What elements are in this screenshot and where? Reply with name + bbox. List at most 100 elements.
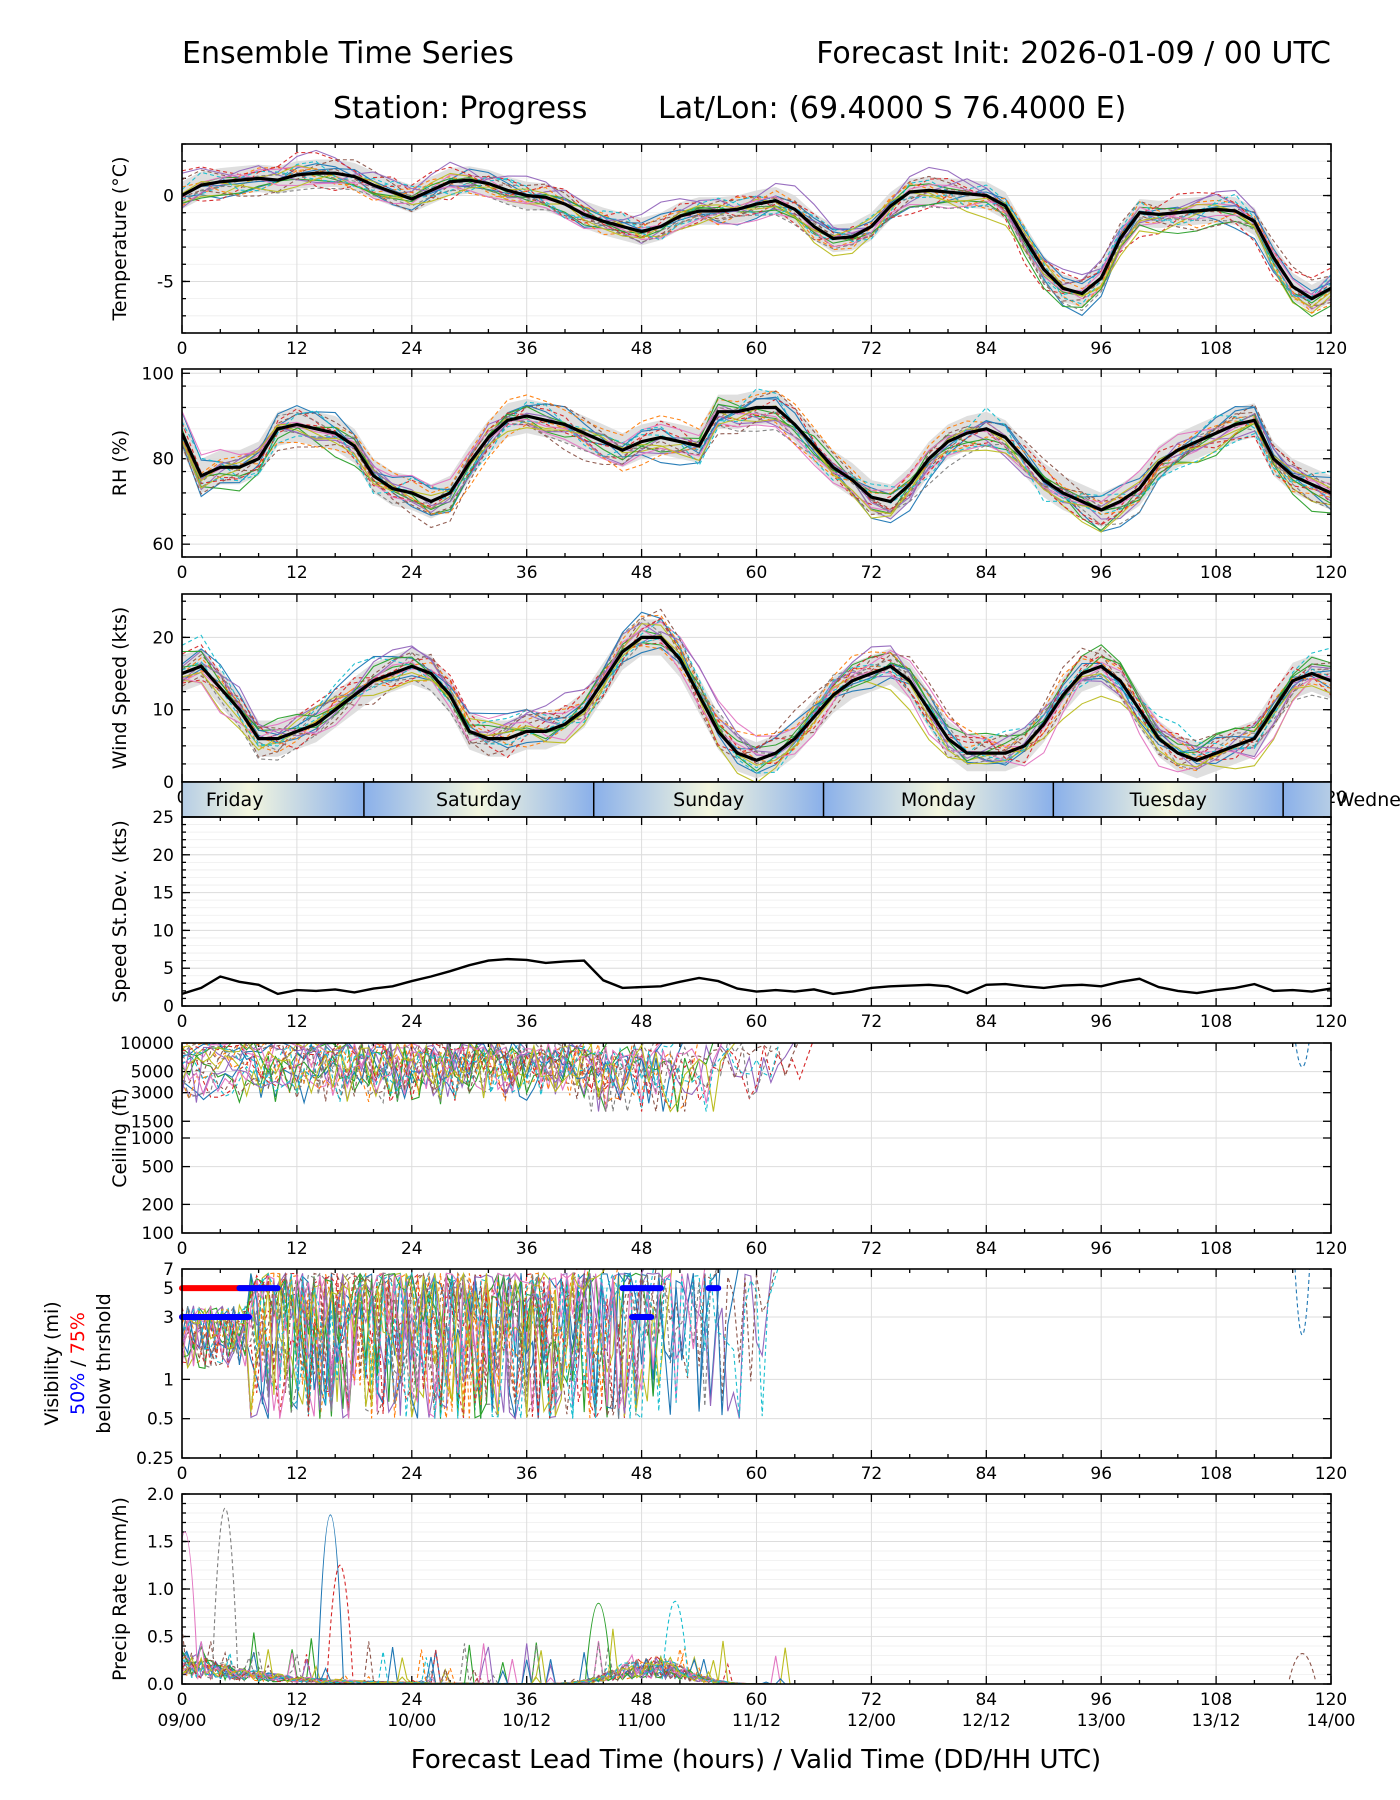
rh-ytick-label: 60: [152, 535, 174, 555]
rh-xtick-label: 108: [1200, 563, 1232, 583]
visibility-member-line: [182, 1269, 706, 1419]
temperature-ensemble-mean-line: [182, 171, 1331, 301]
precip-xtick-label: 48: [631, 1690, 653, 1710]
rh-xtick-label: 60: [746, 563, 768, 583]
temperature-ytick-label: 0: [163, 187, 174, 207]
temperature-member-line: [182, 160, 1331, 305]
day-band: [1053, 782, 1284, 817]
visibility-y-axis-label: Visibility (mi): [41, 1301, 63, 1425]
temperature-xtick-label: 72: [861, 339, 883, 359]
forecast-init-label: Forecast Init: 2026-01-09 / 00 UTC: [816, 36, 1331, 71]
day-label: Friday: [206, 789, 264, 811]
speed-stdev-xtick-label: 12: [286, 1012, 308, 1032]
ceiling-xtick-label: 84: [975, 1239, 997, 1259]
valid-time-tick-label: 09/00: [158, 1711, 207, 1731]
speed-stdev-xtick-label: 84: [975, 1012, 997, 1032]
temperature-xtick-label: 24: [401, 339, 423, 359]
day-band: [1283, 782, 1331, 817]
visibility-member-dip: [1294, 1269, 1311, 1336]
visibility-member-line: [182, 1269, 619, 1419]
wind-speed-ytick-label: 20: [152, 628, 174, 648]
wind-speed-series-group: [182, 608, 1331, 782]
rh-xtick-label: 48: [631, 563, 653, 583]
temperature-panel: 0 -5 0 12 24 36 48 60 72 84 96 108 120 Temperature (°…: [109, 143, 1347, 359]
wind-speed-member-line: [182, 611, 1331, 766]
day-band: [823, 782, 1054, 817]
precip-ytick-label: 2.0: [147, 1485, 174, 1505]
visibility-member-line: [182, 1269, 575, 1413]
precip-ytick-label: 0.0: [147, 1675, 174, 1695]
ceiling-member-line: [182, 1043, 661, 1104]
speed-stdev-xtick-label: 36: [516, 1012, 538, 1032]
rh-ytick-label: 80: [152, 450, 174, 470]
speed-stdev-xtick-label: 48: [631, 1012, 653, 1032]
speed-stdev-line: [181, 957, 1332, 996]
ceiling-member-line: [182, 1043, 773, 1112]
visibility-frame: [181, 1268, 1332, 1459]
visibility-xtick-label: 36: [516, 1464, 538, 1484]
ceiling-xtick-label: 48: [631, 1239, 653, 1259]
percent-50-label: 50%: [67, 1373, 89, 1415]
ceiling-xtick-label: 108: [1200, 1239, 1232, 1259]
ceiling-member-line: [182, 1043, 714, 1112]
visibility-ytick-label: 1: [163, 1370, 174, 1390]
rh-spread-band: [182, 390, 1331, 528]
figure-title-left: Ensemble Time Series: [182, 36, 514, 71]
speed-stdev-ytick-label: 0: [163, 997, 174, 1017]
speed-stdev-xtick-label: 96: [1090, 1012, 1112, 1032]
ceiling-y-axis-label: Ceiling (ft): [109, 1088, 131, 1188]
visibility-member-line: [182, 1269, 779, 1420]
ceiling-member-line: [182, 1043, 736, 1113]
precip-peak-line: [182, 1531, 199, 1680]
wind-speed-ytick-label: 10: [152, 701, 174, 721]
ceiling-ytick-label: 5000: [131, 1063, 174, 1083]
temperature-member-line: [182, 174, 1331, 318]
precip-xtick-label: 120: [1315, 1690, 1347, 1710]
latlon-label: Lat/Lon: (69.4000 S 76.4000 E): [658, 91, 1126, 126]
valid-time-tick-label: 11/00: [617, 1711, 666, 1731]
ceiling-member-line: [182, 1043, 699, 1113]
day-band: [363, 782, 594, 817]
rh-xtick-label: 72: [861, 563, 883, 583]
precip-xtick-label: 84: [975, 1690, 997, 1710]
temperature-member-line: [182, 168, 1331, 307]
rh-member-line: [182, 407, 1331, 515]
temperature-xtick-label: 108: [1200, 339, 1232, 359]
precip-peak-line: [1288, 1653, 1316, 1680]
speed-stdev-xtick-label: 120: [1315, 1012, 1347, 1032]
ceiling-ytick-label: 1000: [131, 1129, 174, 1149]
ceiling-ytick-label: 200: [142, 1195, 174, 1215]
day-label: Tuesday: [1129, 789, 1207, 811]
temperature-xtick-label: 120: [1315, 339, 1347, 359]
day-band: [182, 782, 364, 817]
precip-xtick-label: 60: [746, 1690, 768, 1710]
day-strip-fill: [182, 782, 1331, 817]
rh-xtick-label: 36: [516, 563, 538, 583]
precip-peak-line: [316, 1514, 344, 1680]
valid-time-tick-label: 12/00: [847, 1711, 896, 1731]
temperature-member-line: [182, 170, 1331, 302]
precip-ytick-label: 1.5: [147, 1533, 174, 1553]
rh-xtick-label: 0: [177, 563, 188, 583]
visibility-member-line: [182, 1269, 657, 1418]
temperature-xtick-label: 12: [286, 339, 308, 359]
temperature-member-line: [182, 173, 1331, 308]
x-axis-label: Forecast Lead Time (hours) / Valid Time …: [411, 1745, 1101, 1775]
day-band: [593, 782, 824, 817]
visibility-ytick-label: 0.25: [136, 1449, 174, 1469]
visibility-ytick-label: 3: [163, 1308, 174, 1328]
temperature-ytick-label: -5: [157, 272, 174, 292]
speed-stdev-xtick-label: 72: [861, 1012, 883, 1032]
day-strip: Friday Saturday Sunday Monday Tuesday Wedne: [181, 781, 1400, 818]
precip-ytick-label: 0.5: [147, 1628, 174, 1648]
speed-stdev-xtick-label: 24: [401, 1012, 423, 1032]
visibility-member-line: [182, 1269, 606, 1418]
visibility-xtick-label: 48: [631, 1464, 653, 1484]
ceiling-member-dip: [1295, 1043, 1310, 1068]
precip-xtick-label: 24: [401, 1690, 423, 1710]
precip-frame: [181, 1493, 1332, 1685]
rh-xtick-label: 24: [401, 563, 423, 583]
temperature-xtick-label: 96: [1090, 339, 1112, 359]
